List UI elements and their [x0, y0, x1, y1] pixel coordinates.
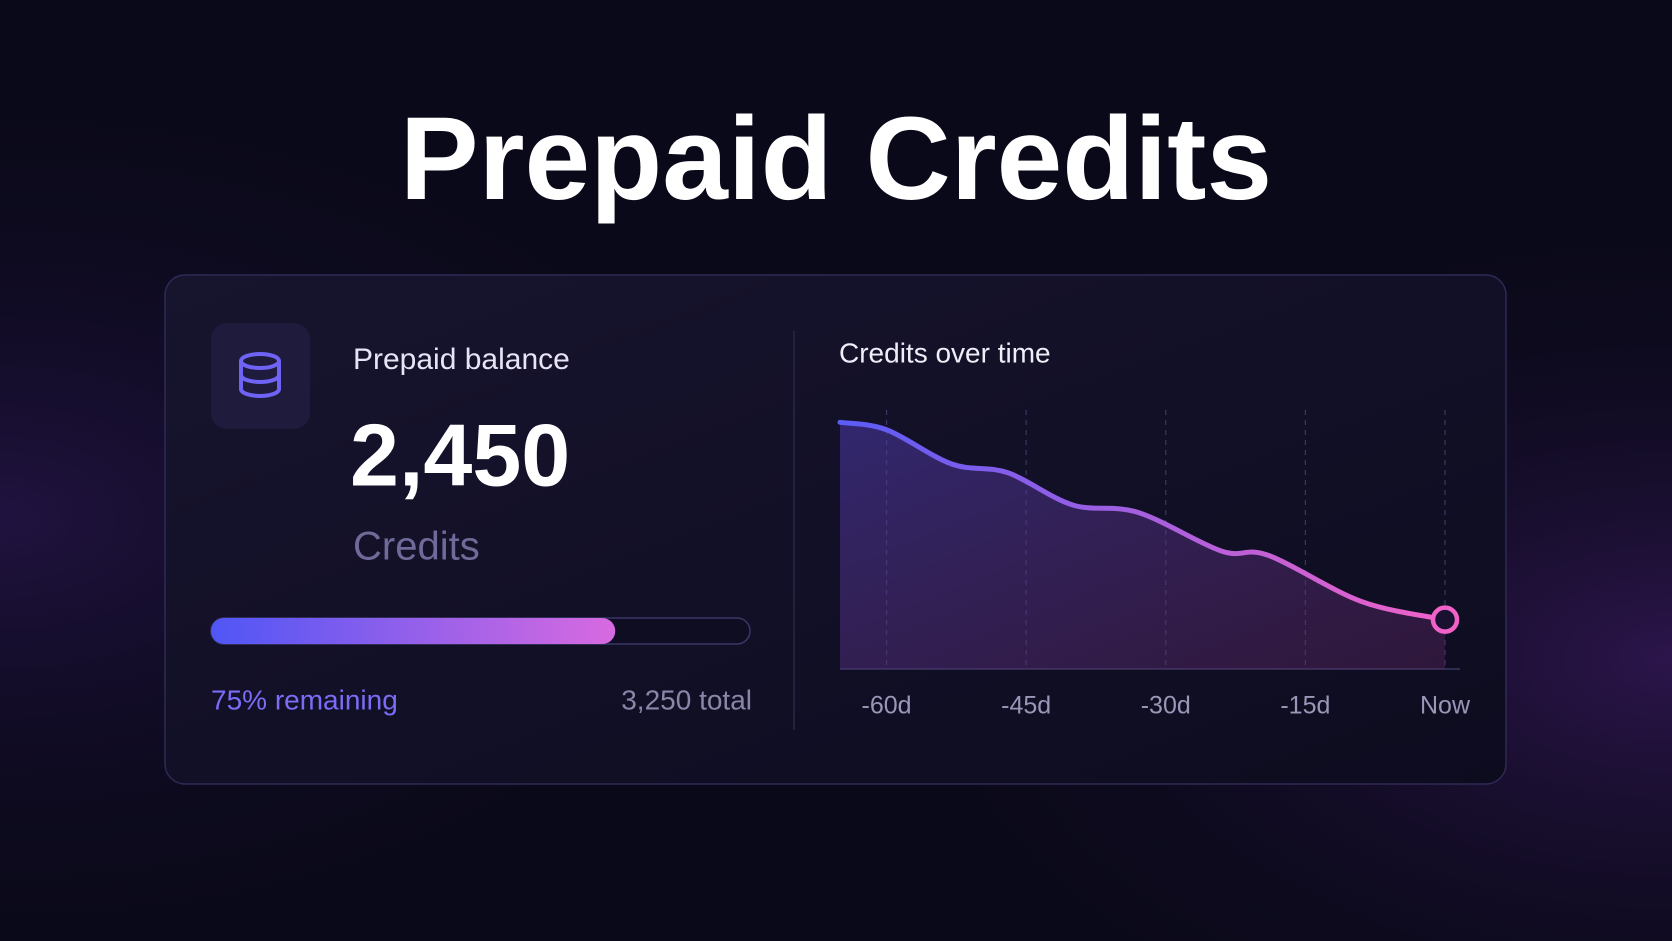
balance-unit: Credits [353, 525, 480, 569]
x-tick-label: -15d [1280, 692, 1330, 720]
area [840, 422, 1445, 669]
total-label: 3,250 total [621, 684, 752, 715]
line [837, 419, 1448, 623]
icon-box [211, 323, 310, 429]
progress-fill [211, 618, 616, 644]
page-title: Prepaid Credits [400, 93, 1272, 225]
balance-label: Prepaid balance [353, 343, 570, 376]
x-tick-label: -60d [862, 692, 912, 720]
database-icon [239, 352, 281, 399]
x-tick-label: -30d [1141, 692, 1191, 720]
end-point [1430, 605, 1460, 634]
progress-label: 75% remaining [211, 684, 398, 715]
balance-amount: 2,450 [350, 405, 570, 504]
x-tick-label: Now [1420, 692, 1471, 720]
chart-title: Credits over time [839, 337, 1051, 368]
x-tick-label: -45d [1001, 692, 1051, 720]
